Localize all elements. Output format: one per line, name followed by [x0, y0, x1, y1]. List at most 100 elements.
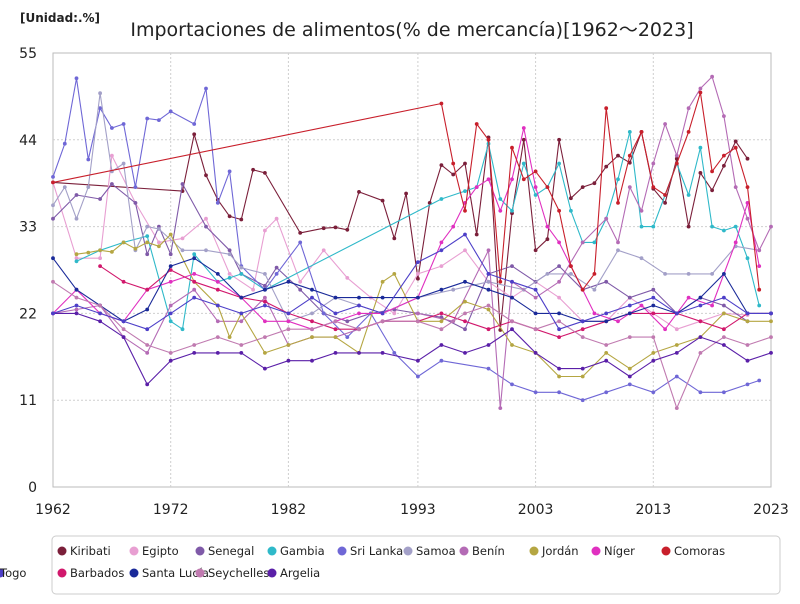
x-tick-label: 1993 [400, 502, 436, 518]
data-point [639, 256, 644, 261]
data-point [310, 319, 314, 324]
data-point [380, 319, 385, 324]
data-point [157, 244, 161, 249]
data-point [627, 366, 632, 371]
data-point [74, 256, 79, 261]
data-point [192, 343, 197, 347]
data-point [486, 343, 491, 347]
data-point [510, 327, 514, 332]
data-point [651, 287, 656, 292]
legend-item[interactable]: Argelia [267, 566, 321, 580]
data-point [180, 182, 185, 186]
data-point [227, 214, 232, 219]
data-point [580, 374, 585, 379]
data-point [357, 303, 361, 308]
legend-label: Argelia [280, 566, 320, 580]
legend-marker [57, 568, 67, 578]
x-tick-label: 1972 [153, 502, 189, 518]
series-togo [51, 232, 773, 332]
data-point [286, 343, 291, 347]
legend-item[interactable]: Samoa [403, 544, 456, 558]
data-point [698, 351, 703, 355]
legend-item[interactable]: Kiribati [57, 544, 111, 558]
data-point [698, 390, 703, 395]
data-point [416, 260, 420, 264]
data-point [757, 287, 762, 292]
data-point [745, 311, 750, 316]
data-point [686, 224, 691, 229]
data-point [757, 303, 762, 308]
data-point [416, 311, 420, 316]
legend-label: Seychelles [208, 566, 269, 580]
data-point [310, 295, 314, 300]
series-egipto [51, 153, 750, 332]
data-point [168, 279, 173, 284]
data-point [416, 272, 420, 276]
data-point [592, 181, 597, 186]
series-line [52, 127, 760, 330]
legend-item[interactable]: Jordán [529, 544, 579, 558]
data-point [439, 311, 444, 316]
data-point [157, 240, 161, 245]
data-point [298, 279, 303, 284]
legend-item[interactable]: Gambia [267, 544, 325, 558]
data-point [310, 335, 314, 339]
data-point [333, 225, 338, 230]
data-point [639, 303, 644, 308]
data-point [557, 161, 561, 166]
data-point [74, 295, 79, 300]
legend-item[interactable]: Togo [0, 566, 26, 580]
legend-item[interactable]: Níger [591, 544, 636, 558]
series-kiribati [51, 130, 750, 332]
data-point [345, 276, 350, 280]
legend-label: Níger [604, 544, 635, 558]
data-point [545, 224, 550, 229]
data-point [263, 351, 267, 355]
data-point [204, 86, 208, 91]
legend-item[interactable]: Benín [459, 544, 505, 558]
data-point [651, 351, 656, 355]
data-point [215, 335, 220, 339]
data-point [74, 76, 79, 81]
data-point [604, 279, 609, 284]
data-point [192, 287, 197, 292]
legend-layer[interactable]: Kiribati Egipto Senegal Gambia Sri Lanka Samo… [0, 535, 781, 595]
data-point [557, 137, 561, 142]
data-point [745, 216, 750, 221]
legend-label: Togo [0, 566, 26, 580]
legend-item[interactable]: Senegal [195, 544, 255, 558]
legend-item[interactable]: Sri Lanka [337, 544, 404, 558]
data-point [686, 295, 691, 300]
legend-item[interactable]: Santa Lucía [129, 566, 209, 580]
data-point [674, 153, 679, 158]
data-point [698, 335, 703, 339]
data-point [463, 161, 467, 166]
data-point [627, 303, 632, 308]
legend-marker [459, 546, 469, 556]
data-point [380, 351, 385, 355]
data-point [133, 246, 138, 251]
legend-item[interactable]: Seychelles [195, 566, 270, 580]
data-point [51, 256, 55, 261]
data-point [110, 153, 114, 158]
data-point [616, 201, 620, 205]
data-point [698, 171, 703, 175]
data-point [557, 374, 561, 379]
data-point [533, 193, 538, 197]
data-point [51, 175, 55, 179]
y-tick-label: 33 [19, 220, 37, 236]
data-point [168, 264, 173, 268]
data-point [533, 311, 538, 316]
legend-marker [129, 568, 139, 578]
data-point [486, 177, 491, 182]
data-point [674, 406, 679, 410]
data-point [227, 169, 232, 174]
data-point [192, 295, 197, 300]
legend-item[interactable]: Comoras [661, 544, 726, 558]
data-point [557, 335, 561, 339]
data-point [569, 264, 573, 268]
legend-item[interactable]: Barbados [57, 566, 125, 580]
data-point [168, 252, 173, 257]
legend-item[interactable]: Egipto [129, 544, 179, 558]
